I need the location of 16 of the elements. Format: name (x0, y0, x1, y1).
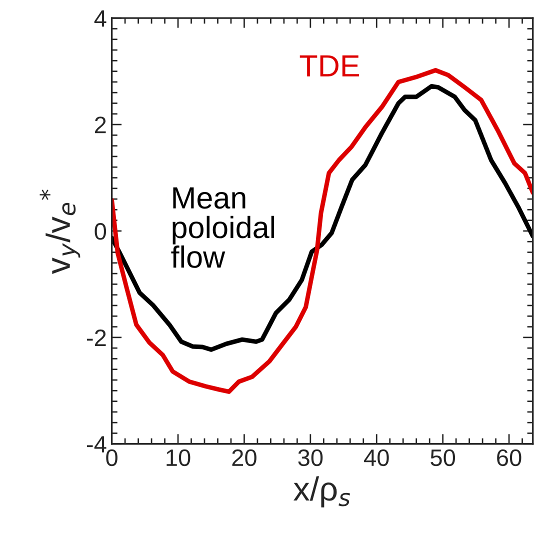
x-tick-label: 60 (497, 449, 522, 466)
series-label: Mean poloidal flow (171, 187, 274, 268)
y-tick-label: 2 (95, 116, 106, 134)
series-label: TDE (300, 55, 359, 76)
y-tick-label: -2 (87, 330, 106, 346)
y-tick-label: -4 (87, 436, 106, 452)
x-tick-label: 30 (298, 449, 323, 466)
y-tick-label: 0 (94, 223, 106, 240)
x-tick-label: 20 (232, 449, 256, 466)
x-tick-label: 40 (364, 449, 389, 466)
x-axis-title: x/ρ$_{s}$ (294, 476, 350, 508)
y-tick-label: 4 (94, 10, 106, 27)
x-tick-label: 50 (430, 449, 456, 466)
x-tick-label: 10 (166, 449, 190, 466)
y-axis-title: v$_{y}$/v$_{e}$$^{*}$ (40, 190, 80, 274)
x-tick-label: 0 (106, 449, 118, 466)
